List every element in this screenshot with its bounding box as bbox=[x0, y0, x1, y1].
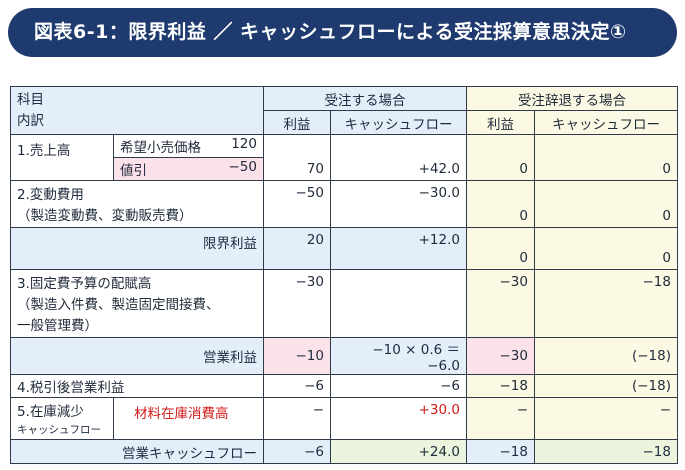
desired-price-cell: 希望小売価格 120 bbox=[113, 134, 264, 158]
inventory-accept-profit: − bbox=[263, 397, 331, 440]
inventory-subtitle: キャッシュフロー bbox=[17, 424, 101, 436]
header-item: 科目 bbox=[17, 91, 44, 108]
table-row: 3.固定費予算の配賦高 （製造入件費、製造固定間接費、 一般管理費） −30 −… bbox=[10, 269, 678, 338]
marginal-profit-label: 限界利益 bbox=[10, 227, 264, 270]
table-row: 4.税引後営業利益 −6 −6 −18 (−18) bbox=[10, 374, 678, 398]
marginal-accept-cf: +12.0 bbox=[330, 227, 467, 270]
table-row: 限界利益 20 +12.0 0 0 bbox=[10, 227, 678, 270]
operating-profit-label: 営業利益 bbox=[10, 337, 264, 375]
after-tax-accept-cf: −6 bbox=[330, 374, 467, 398]
op-accept-profit: −10 bbox=[263, 337, 331, 375]
header-breakdown: 内訳 bbox=[17, 112, 44, 129]
table-row: 営業キャッシュフロー −6 +24.0 −18 −18 bbox=[10, 439, 678, 464]
ocf-decline-profit: −18 bbox=[466, 439, 535, 464]
inventory-label: 5.在庫減少 キャッシュフロー bbox=[10, 397, 114, 440]
operating-cf-label: 営業キャッシュフロー bbox=[10, 439, 264, 464]
after-tax-decline-profit: −18 bbox=[466, 374, 535, 398]
header-accept-profit: 利益 bbox=[263, 110, 331, 135]
header-accept-cf: キャッシュフロー bbox=[330, 110, 467, 135]
marginal-accept-profit: 20 bbox=[263, 227, 331, 270]
after-tax-accept-profit: −6 bbox=[263, 374, 331, 398]
sales-accept-cf: +42.0 bbox=[330, 134, 467, 181]
table-row: 2.変動費用 （製造変動費、変動販売費） −50 −30.0 0 0 bbox=[10, 180, 678, 228]
inventory-note: 材料在庫消費高 bbox=[113, 397, 264, 440]
ocf-decline-cf: −18 bbox=[534, 439, 678, 464]
discount-cell: 値引 −50 bbox=[113, 157, 264, 181]
header-accept-case: 受注する場合 bbox=[263, 86, 467, 111]
header-decline-cf: キャッシュフロー bbox=[534, 110, 678, 135]
sales-decline-profit: 0 bbox=[466, 134, 535, 181]
op-accept-cf: −10 × 0.6 ＝ −6.0 bbox=[330, 337, 467, 375]
variable-cost-detail: （製造変動費、変動販売費） bbox=[17, 208, 193, 224]
table-row: 営業利益 −10 −10 × 0.6 ＝ −6.0 −30 (−18) bbox=[10, 337, 678, 375]
after-tax-decline-cf: (−18) bbox=[534, 374, 678, 398]
header-item-cell: 科目 内訳 bbox=[10, 86, 264, 135]
variable-accept-profit: −50 bbox=[263, 180, 331, 228]
fixed-cost-detail-2: 一般管理費） bbox=[17, 318, 98, 334]
table-row: 5.在庫減少 キャッシュフロー 材料在庫消費高 − +30.0 − − bbox=[10, 397, 678, 440]
sales-label: 1.売上高 bbox=[10, 134, 114, 181]
fixed-cost-label: 3.固定費予算の配賦高 （製造入件費、製造固定間接費、 一般管理費） bbox=[10, 269, 264, 338]
variable-cost-title: 2.変動費用 bbox=[17, 187, 84, 203]
sales-decline-cf: 0 bbox=[534, 134, 678, 181]
variable-decline-cf: 0 bbox=[534, 180, 678, 228]
op-decline-cf: (−18) bbox=[534, 337, 678, 375]
variable-cost-label: 2.変動費用 （製造変動費、変動販売費） bbox=[10, 180, 264, 228]
ocf-accept-cf: +24.0 bbox=[330, 439, 467, 464]
desired-price-label: 希望小売価格 bbox=[120, 140, 201, 156]
desired-price-value: 120 bbox=[231, 136, 257, 152]
discount-value: −50 bbox=[228, 159, 258, 175]
table-row: 値引 −50 bbox=[11, 157, 678, 181]
fixed-cost-title: 3.固定費予算の配賦高 bbox=[17, 276, 152, 292]
inventory-accept-cf: +30.0 bbox=[330, 397, 467, 440]
fixed-accept-cf bbox=[330, 269, 467, 338]
marginal-decline-cf: 0 bbox=[534, 227, 678, 270]
header-decline-profit: 利益 bbox=[466, 110, 535, 135]
fixed-decline-cf: −18 bbox=[534, 269, 678, 338]
table-row: 1.売上高 希望小売価格 120 70 +42.0 0 0 bbox=[10, 134, 678, 181]
inventory-decline-profit: − bbox=[466, 397, 535, 440]
page-title: 図表6-1：限界利益 ／ キャッシュフローによる受注採算意思決定① bbox=[8, 8, 677, 57]
after-tax-label: 4.税引後営業利益 bbox=[10, 374, 264, 398]
fixed-accept-profit: −30 bbox=[263, 269, 331, 338]
decision-table: 科目 内訳 受注する場合 受注辞退する場合 利益 キャッシュフロー 利益 キャッ… bbox=[10, 86, 678, 464]
fixed-cost-detail-1: （製造入件費、製造固定間接費、 bbox=[17, 297, 220, 313]
op-decline-profit: −30 bbox=[466, 337, 535, 375]
sales-accept-profit: 70 bbox=[263, 134, 331, 181]
inventory-title: 5.在庫減少 bbox=[17, 404, 84, 420]
fixed-decline-profit: −30 bbox=[466, 269, 535, 338]
discount-label: 値引 bbox=[120, 163, 147, 179]
header-decline-case: 受注辞退する場合 bbox=[466, 86, 678, 111]
variable-accept-cf: −30.0 bbox=[330, 180, 467, 228]
marginal-decline-profit: 0 bbox=[466, 227, 535, 270]
ocf-accept-profit: −6 bbox=[263, 439, 331, 464]
inventory-decline-cf: − bbox=[534, 397, 678, 440]
variable-decline-profit: 0 bbox=[466, 180, 535, 228]
